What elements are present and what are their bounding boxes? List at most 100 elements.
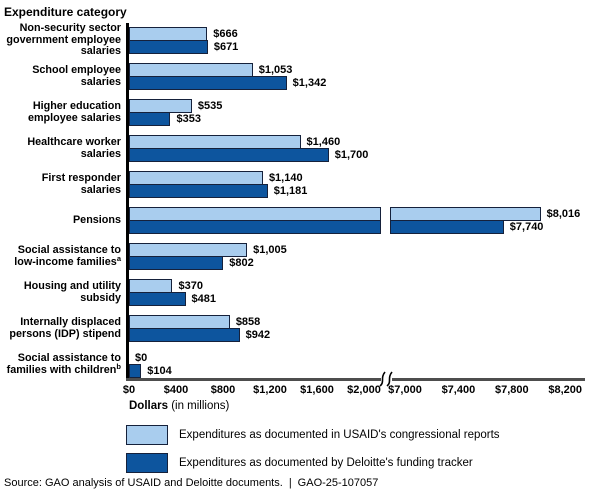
x-axis-tick-label: $2,000 xyxy=(347,383,381,396)
footnote-marker: b xyxy=(116,361,121,371)
x-axis-tick-label: $7,400 xyxy=(441,383,476,396)
category-label: Healthcare worker salaries xyxy=(0,135,126,162)
category-label-line: Social assistance to xyxy=(17,351,121,364)
bar-light xyxy=(129,63,253,77)
category-label-line: salaries xyxy=(80,183,121,196)
chart-row: Healthcare worker salaries $1,460 $1,700 xyxy=(0,135,600,162)
chart-row: Social assistance to families with childr… xyxy=(0,351,600,378)
category-label: Housing and utility subsidy xyxy=(0,279,126,306)
bar-segment-dark xyxy=(390,220,504,234)
x-axis-title: Dollars (in millions) xyxy=(129,400,600,412)
x-axis-tick-label: $1,200 xyxy=(253,383,287,396)
bar-light xyxy=(129,315,230,329)
category-label: Non-security sector government employee sa… xyxy=(0,23,126,57)
bar-group: $1,005 $802 xyxy=(129,243,588,270)
bar-dark xyxy=(129,76,287,90)
x-axis-tick-label: $400 xyxy=(163,383,189,396)
x-axis-tick-label: $800 xyxy=(210,383,236,396)
legend-swatch-dark-blue xyxy=(126,452,168,473)
category-label-line: employee salaries xyxy=(27,111,121,124)
chart-row: Internally displaced persons (IDP) stipen… xyxy=(0,315,600,342)
category-label: Social assistance to families with childr… xyxy=(0,351,126,378)
bar-group: $535 $353 xyxy=(129,99,588,126)
legend: Expenditures as documented in USAID's co… xyxy=(126,424,600,473)
bar-light xyxy=(129,171,263,185)
category-label: School employee salaries xyxy=(0,63,126,90)
axis-break-icon xyxy=(379,371,393,387)
bar-segment-light xyxy=(129,207,381,221)
category-label: First responder salaries xyxy=(0,171,126,198)
x-axis-title-bold: Dollars xyxy=(129,399,168,412)
value-label: $802 xyxy=(229,257,254,269)
bar-segment-dark xyxy=(129,220,381,234)
chart-row: Non-security sector government employee sa… xyxy=(0,23,600,57)
chart-row: First responder salaries $1,140 $1,181 xyxy=(0,171,600,198)
value-label: $104 xyxy=(147,365,172,377)
category-label-line: Social assistance to xyxy=(17,243,121,256)
plot-area: Non-security sector government employee sa… xyxy=(0,23,600,412)
legend-item-funding-tracker: Expenditures as documented by Deloitte's… xyxy=(126,452,600,473)
bar-group: $1,140 $1,181 xyxy=(129,171,588,198)
category-label-line: Housing and utility xyxy=(23,279,121,292)
category-label-line: Pensions xyxy=(72,213,121,226)
value-label: $1,005 xyxy=(253,244,287,256)
source-ref: GAO-25-107057 xyxy=(297,477,379,489)
bar-group: $1,460 $1,700 xyxy=(129,135,588,162)
x-axis-tick-label: $8,200 xyxy=(548,383,583,396)
category-label: Social assistance to low-income familiesa xyxy=(0,243,126,270)
x-axis-line xyxy=(126,371,585,387)
value-label: $671 xyxy=(213,41,239,53)
bar-dark xyxy=(129,40,208,54)
category-label: Internally displaced persons (IDP) stipen… xyxy=(0,315,126,342)
legend-swatch-light-blue xyxy=(126,424,168,445)
value-label: $942 xyxy=(245,329,271,341)
category-label-line: salaries xyxy=(80,45,121,58)
bar-group: $858 $942 xyxy=(129,315,588,342)
value-label: $353 xyxy=(176,113,201,125)
x-axis-tick-label: $7,000 xyxy=(388,383,422,396)
category-label-line: families with childrenb xyxy=(6,361,121,376)
bar-dark xyxy=(129,148,329,162)
legend-label: Expenditures as documented in USAID's co… xyxy=(179,428,500,441)
bar-dark xyxy=(129,328,240,342)
bar-segment-light xyxy=(390,207,541,221)
value-label: $0 xyxy=(135,352,148,364)
source-divider: | xyxy=(288,477,292,489)
plot-grid: Non-security sector government employee sa… xyxy=(0,23,600,387)
source-line: Source: GAO analysis of USAID and Deloit… xyxy=(4,477,378,489)
category-label: Higher education employee salaries xyxy=(0,99,126,126)
legend-item-congressional-reports: Expenditures as documented in USAID's co… xyxy=(126,424,600,445)
chart-row: Social assistance to low-income familiesa… xyxy=(0,243,600,270)
category-label-line: salaries xyxy=(80,75,121,88)
value-label: $1,460 xyxy=(306,136,341,148)
x-axis-tick-label: $1,600 xyxy=(300,383,334,396)
value-label: $481 xyxy=(191,293,216,305)
value-label: $1,140 xyxy=(268,172,303,184)
category-label-line: subsidy xyxy=(80,291,121,304)
value-label: $535 xyxy=(197,100,223,112)
plot-rows: Non-security sector government employee sa… xyxy=(0,23,600,378)
bar-light xyxy=(129,135,301,149)
bar-light xyxy=(129,243,248,257)
bar-dark xyxy=(129,292,186,306)
category-label-line: salaries xyxy=(80,147,121,160)
bar-group: $666 $671 xyxy=(129,27,588,54)
chart-title: Expenditure category xyxy=(4,5,127,19)
footnote-marker: a xyxy=(116,253,121,263)
category-label-line: School employee xyxy=(32,63,121,76)
y-axis-line xyxy=(126,23,129,381)
chart-row: Pensions $8,016 $7,740 xyxy=(0,207,600,234)
x-axis-title-note: (in millions) xyxy=(168,399,230,412)
chart-row: Higher education employee salaries $535 $35… xyxy=(0,99,600,126)
value-label: $1,181 xyxy=(273,185,308,197)
value-label: $1,342 xyxy=(292,77,327,89)
category-label-line: Internally displaced xyxy=(20,315,121,328)
x-axis-tick-labels: $0 $400 $800 $1,200 $1,600 $2,000 $7,000 $7,400… xyxy=(123,381,600,396)
category-label-line: government employee xyxy=(6,33,121,46)
category-label: Pensions xyxy=(0,207,126,234)
bar-dark xyxy=(129,364,142,378)
x-axis-tick-label: $0 xyxy=(122,383,136,396)
value-label: $370 xyxy=(178,280,203,292)
category-label-line: First responder xyxy=(41,171,121,184)
